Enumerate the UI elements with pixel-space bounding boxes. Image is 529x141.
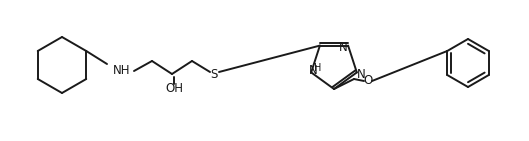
Text: N: N [309, 64, 317, 77]
Text: H: H [314, 63, 322, 73]
Text: N: N [357, 68, 365, 81]
Text: N: N [339, 41, 348, 54]
Text: O: O [363, 74, 372, 88]
Text: OH: OH [165, 81, 183, 94]
Text: NH: NH [113, 64, 131, 78]
Text: S: S [211, 68, 218, 81]
